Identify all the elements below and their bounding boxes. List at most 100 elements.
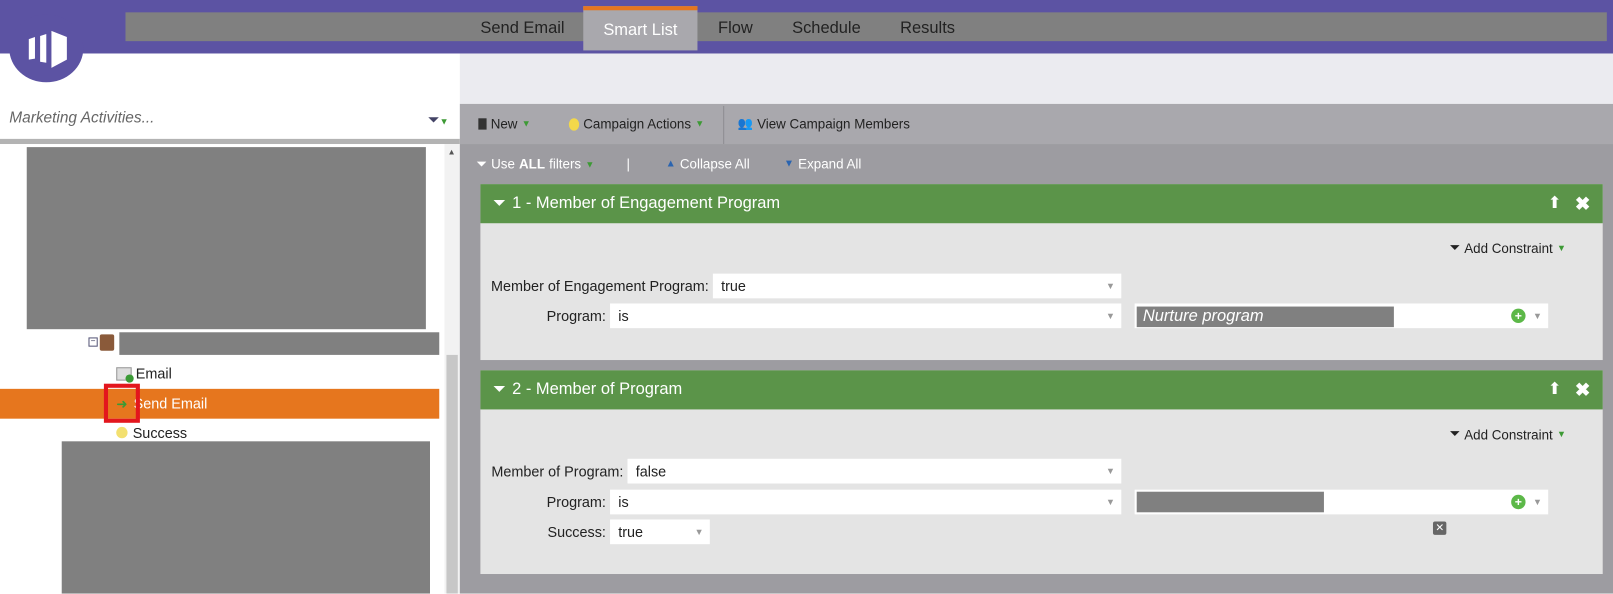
campaign-actions-button[interactable]: Campaign Actions ▼ — [568, 104, 705, 144]
dropdown-arrow-icon: ▼ — [1105, 496, 1116, 508]
tab-bar — [459, 53, 1613, 104]
filter-2: ⏷ 2 - Member of Program ⬆ ✖ ⏷ Add Constrai… — [480, 370, 1603, 575]
field-label: Program: — [546, 493, 606, 511]
search-input[interactable]: Marketing Activities... — [9, 109, 155, 127]
expand-all-button[interactable]: ▼ Expand All — [784, 154, 862, 175]
redacted-program-name — [119, 332, 440, 355]
dropdown-caret-icon: ▼ — [585, 159, 595, 170]
smart-campaign-icon: ➜ — [116, 396, 128, 412]
program-operator-select[interactable]: is ▼ — [610, 303, 1122, 329]
add-constraint-label: Add Constraint — [1464, 426, 1553, 442]
move-up-icon[interactable]: ⬆ — [1547, 194, 1562, 212]
tab-results[interactable]: Results — [900, 19, 956, 38]
program-icon — [99, 334, 115, 351]
filter-1-header[interactable]: ⏷ 1 - Member of Engagement Program ⬆ ✖ — [480, 184, 1603, 224]
delete-filter-icon[interactable]: ✖ — [1574, 193, 1591, 214]
dropdown-caret-icon: ▼ — [695, 118, 705, 129]
filter-title: 2 - Member of Program — [512, 380, 683, 399]
tree-item-label: Send Email — [133, 395, 208, 412]
filters-label: filters — [549, 156, 582, 172]
filter-1: ⏷ 1 - Member of Engagement Program ⬆ ✖ ⏷ A… — [480, 184, 1603, 361]
dropdown-caret-icon: ▼ — [1556, 428, 1567, 440]
field-label: Success: — [547, 523, 606, 541]
highlight-box — [103, 383, 140, 423]
expand-icon: ▼ — [783, 158, 795, 170]
select-value: is — [618, 307, 629, 325]
new-icon — [478, 118, 487, 130]
add-value-icon[interactable]: + — [1511, 308, 1526, 324]
filter-funnel-icon[interactable]: ⏷▼ — [427, 111, 449, 128]
member-of-engagement-select[interactable]: true ▼ — [712, 273, 1122, 299]
members-icon: 👥 — [737, 116, 753, 131]
delete-filter-icon[interactable]: ✖ — [1574, 379, 1591, 401]
collapse-all-button[interactable]: ▲ Collapse All — [666, 154, 750, 175]
scroll-up-icon[interactable]: ▲ — [447, 147, 456, 157]
view-members-label: View Campaign Members — [757, 116, 910, 132]
filter-2-header[interactable]: ⏷ 2 - Member of Program ⬆ ✖ — [480, 370, 1603, 410]
dropdown-arrow-icon: ▼ — [1532, 310, 1543, 321]
select-value: true — [721, 277, 746, 295]
program-value: Nurture program — [1136, 306, 1394, 328]
add-value-icon[interactable]: + — [1511, 494, 1526, 510]
collapse-icon: ▲ — [665, 158, 676, 170]
funnel-icon: ⏷ — [476, 156, 487, 172]
all-label: ALL — [519, 156, 546, 172]
dropdown-arrow-icon: ▼ — [694, 526, 704, 537]
tab-flow[interactable]: Flow — [718, 19, 753, 38]
tree-item-label: Email — [135, 365, 172, 382]
new-label: New — [490, 116, 518, 132]
funnel-icon: ⏷ — [492, 194, 506, 212]
program-operator-select[interactable]: is ▼ — [610, 489, 1122, 515]
bulb-icon — [116, 426, 128, 439]
marketo-logo[interactable] — [9, 14, 84, 83]
campaign-actions-label: Campaign Actions — [583, 116, 692, 132]
dropdown-arrow-icon: ▼ — [1105, 466, 1116, 477]
filterbar-divider: | — [626, 156, 630, 172]
dropdown-arrow-icon: ▼ — [1105, 280, 1116, 292]
dropdown-caret-icon: ▼ — [521, 118, 531, 129]
tree-item-send-email[interactable]: ➜ Send Email — [0, 388, 440, 419]
field-label: Member of Engagement Program: — [491, 277, 709, 295]
scrollbar-thumb[interactable] — [446, 354, 458, 594]
redacted-tree — [26, 147, 426, 330]
tab-smart-list[interactable]: Smart List — [583, 6, 698, 51]
funnel-icon: ⏷ — [1449, 425, 1461, 442]
new-button[interactable]: New ▼ — [478, 104, 531, 144]
field-label: Member of Program: — [491, 462, 624, 480]
remove-constraint-icon[interactable]: ✕ — [1432, 521, 1447, 535]
collapse-label: Collapse All — [679, 156, 750, 172]
email-approved-icon — [116, 367, 134, 383]
bulb-icon — [568, 117, 580, 131]
program-value-select[interactable]: Nurture program + ▼ — [1134, 303, 1549, 329]
add-constraint-button[interactable]: ⏷ Add Constraint ▼ — [1449, 240, 1566, 256]
funnel-icon: ⏷ — [492, 380, 506, 399]
toolbar: New ▼ Campaign Actions ▼ 👥 View Campaign Me… — [459, 103, 1613, 145]
use-all-filters-dropdown[interactable]: ⏷ Use ALL filters ▼ — [476, 154, 594, 175]
dropdown-caret-icon: ▼ — [1556, 242, 1567, 254]
redacted-tree-bottom — [61, 441, 430, 594]
tree-item-success[interactable]: Success — [0, 422, 439, 445]
divider — [0, 138, 460, 145]
collapse-toggle-icon[interactable]: − — [88, 337, 98, 347]
tab-schedule[interactable]: Schedule — [792, 19, 861, 38]
move-up-icon[interactable]: ⬆ — [1547, 380, 1562, 399]
select-value: is — [618, 493, 629, 511]
view-campaign-members-button[interactable]: 👥 View Campaign Members — [738, 104, 910, 144]
program-value-select[interactable]: + ▼ — [1134, 489, 1549, 515]
add-constraint-button[interactable]: ⏷ Add Constraint ▼ — [1449, 426, 1566, 442]
dropdown-arrow-icon: ▼ — [1105, 310, 1116, 321]
success-select[interactable]: true ▼ — [610, 519, 710, 545]
funnel-icon: ⏷ — [1449, 239, 1461, 256]
field-label: Program: — [546, 307, 606, 325]
add-constraint-label: Add Constraint — [1464, 240, 1553, 256]
member-of-program-select[interactable]: false ▼ — [627, 458, 1122, 484]
select-value: false — [635, 462, 667, 480]
filter-title: 1 - Member of Engagement Program — [512, 194, 781, 212]
tab-send-email[interactable]: Send Email — [480, 19, 565, 38]
tree-item-email[interactable]: Email — [0, 362, 439, 385]
expand-label: Expand All — [798, 156, 862, 172]
redacted-program-value — [1136, 491, 1324, 513]
tree-item-label: Success — [132, 424, 188, 442]
redacted-header — [125, 12, 1607, 42]
